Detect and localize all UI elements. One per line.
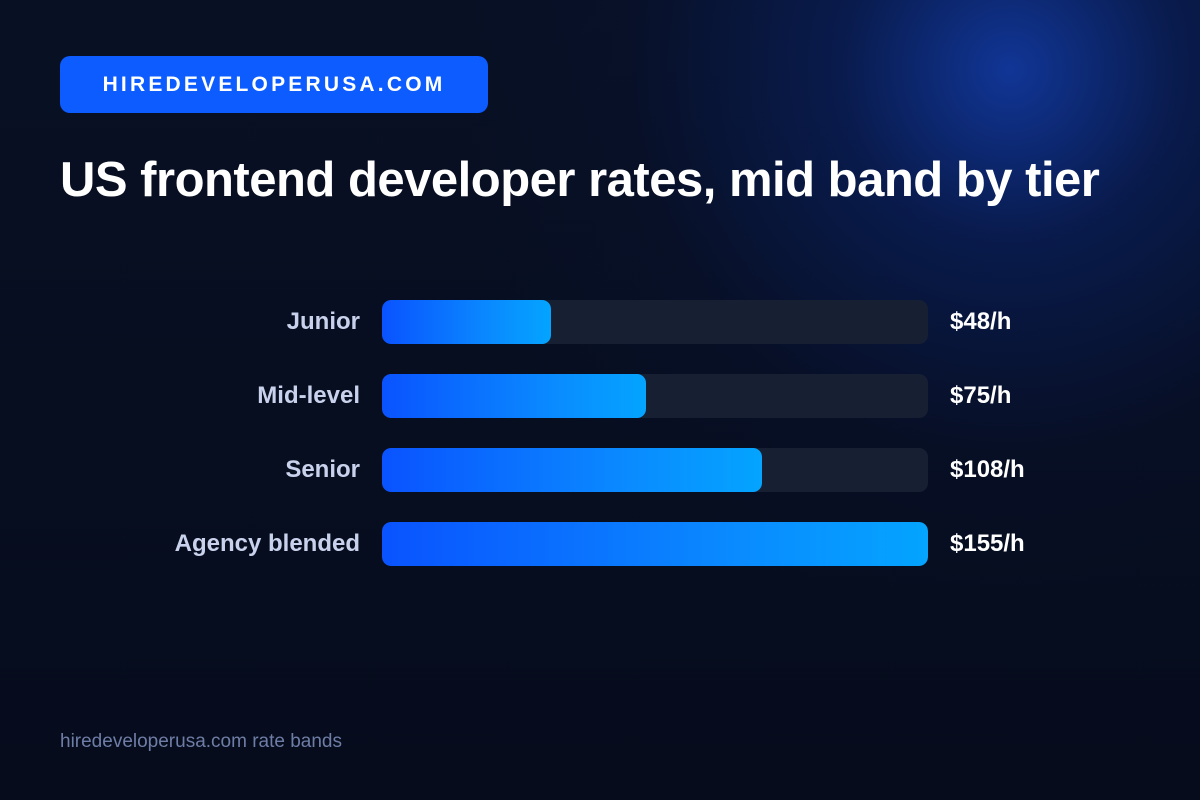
bar [382,374,646,418]
bar-value-label: $75/h [950,382,1012,409]
bar-track [382,522,928,566]
bar-category-label: Junior [286,308,360,335]
bar-chart: Junior $48/h Mid-level $75/h Senior $108/h Age… [0,300,1200,580]
bar-value-label: $48/h [950,308,1012,335]
page-title: US frontend developer rates, mid band by… [60,153,1100,207]
bar-category-label: Senior [285,456,360,483]
brand-badge: HIREDEVELOPERUSA.COM [60,56,488,113]
bar-track [382,300,928,344]
bar-track [382,374,928,418]
bar-row: Senior $108/h [0,448,1200,492]
bar [382,522,928,566]
bar-track [382,448,928,492]
bar-row: Mid-level $75/h [0,374,1200,418]
bar-row: Agency blended $155/h [0,522,1200,566]
bar [382,448,762,492]
bar-value-label: $155/h [950,530,1025,557]
bar-value-label: $108/h [950,456,1025,483]
bar-row: Junior $48/h [0,300,1200,344]
bar-category-label: Mid-level [257,382,360,409]
bar-category-label: Agency blended [174,530,360,557]
footer-source: hiredeveloperusa.com rate bands [60,731,343,752]
bar [382,300,551,344]
